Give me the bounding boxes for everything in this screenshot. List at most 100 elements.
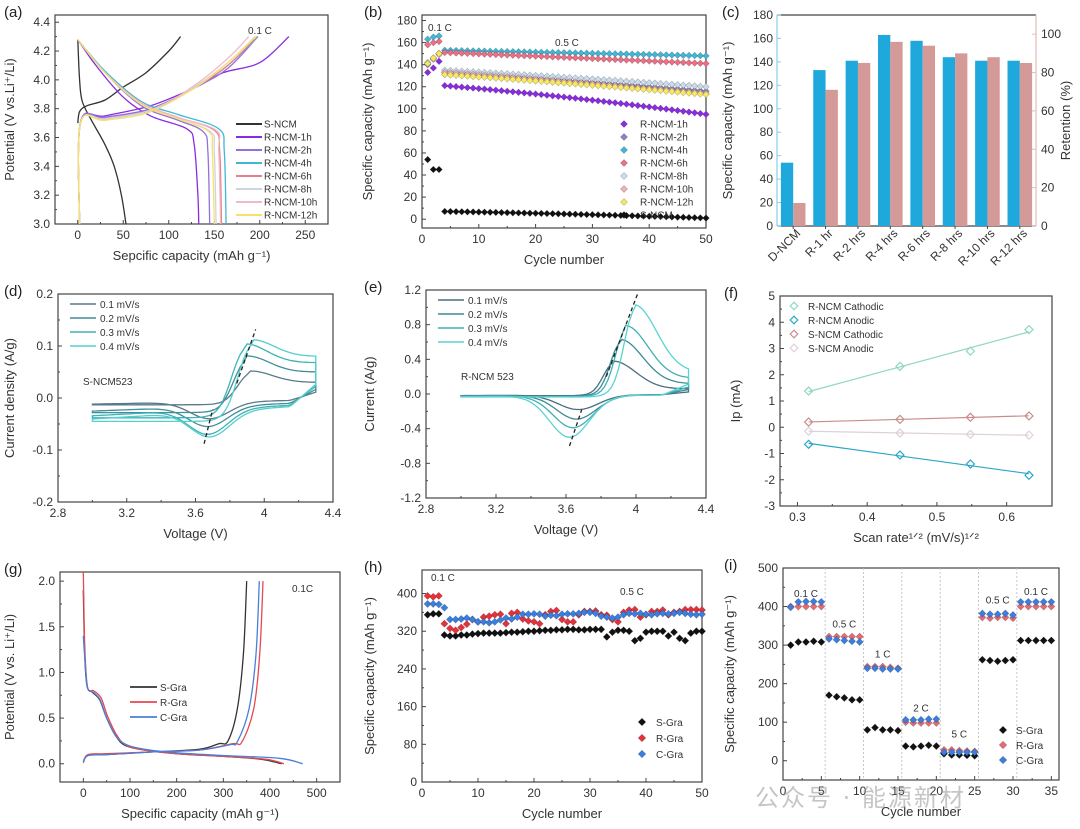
data-point-C-Gra — [462, 614, 471, 623]
data-point-S-NCM — [514, 209, 523, 217]
series-line-R-NCM-12h-discharge — [77, 39, 215, 225]
data-point-R-Gra — [613, 617, 623, 626]
bar-retention-R-2 hrs — [857, 62, 871, 226]
legend-label: S-Gra — [656, 718, 683, 729]
fit-line-R-NCM Anodic — [808, 442, 1030, 475]
bar-retention-R-4 hrs — [890, 41, 903, 226]
data-point-S-Gra — [580, 625, 589, 634]
data-point-R-NCM-6h — [503, 51, 511, 59]
data-point-R-NCM-12h — [668, 87, 676, 96]
data-point-R-NCM-6h — [588, 54, 597, 63]
data-point-S-Gra — [613, 626, 623, 635]
x-tick-label: 3.6 — [187, 506, 204, 520]
legend-label: C-Gra — [160, 713, 188, 724]
data-point-R-Gra — [569, 617, 578, 626]
data-point-C-Gra — [513, 613, 522, 622]
data-point-C-Gra — [794, 597, 803, 606]
data-point-C-Gra — [909, 715, 918, 724]
data-point-S-Gra — [569, 625, 578, 634]
legend-marker — [620, 185, 628, 193]
legend-label: 0.1 mV/s — [468, 296, 507, 307]
y-tick-label: 0.1 — [36, 339, 53, 353]
data-point-R-NCM-4h — [656, 51, 665, 59]
data-point-R-NCM-12h — [509, 75, 517, 84]
data-point-R-NCM-12h — [554, 78, 563, 87]
x-tick-label: 3.6 — [558, 502, 575, 516]
data-point-R-Gra — [451, 626, 460, 635]
data-point-C-Gra — [653, 609, 662, 618]
data-point-R-Gra — [501, 619, 511, 628]
data-point-C-Gra — [468, 615, 477, 624]
data-point-R-NCM-1h — [435, 57, 443, 66]
data-point-S-Gra — [932, 742, 941, 751]
data-point-R-Gra — [557, 615, 567, 624]
data-point-C-Gra — [664, 609, 673, 618]
y-axis-title: Specific capacity (mAh g⁻¹) — [360, 43, 375, 201]
legend-label: 0.3 mV/s — [100, 328, 139, 339]
fit-line-S-NCM Cathodic — [808, 415, 1030, 423]
y-tick-label: 0 — [766, 219, 773, 233]
data-point-S-Gra — [1008, 655, 1018, 664]
data-point-R-NCM-1h — [526, 89, 534, 98]
data-point-R-NCM Cathodic — [1024, 324, 1034, 335]
data-point-R-NCM-4h — [673, 51, 682, 59]
panel-g: 0 100 200 300 400 500 0.0 0.5 1.0 1.5 2.0 Specific … — [0, 550, 360, 829]
panel-e: 2.8 3.2 3.6 4 4.4 -1.2 -0.8 -0.4 0.0 0.4 0.8 1.2 Vol… — [360, 270, 720, 550]
y2-tick-label: 100 — [1041, 27, 1061, 41]
peak-shift-trend-line — [605, 293, 639, 377]
data-point-S-Gra — [985, 656, 995, 665]
bar-retention-R-1 hr — [825, 89, 838, 227]
data-point-C-Gra — [535, 610, 544, 619]
data-point-R-NCM-1h — [611, 99, 619, 107]
data-point-S-NCM — [446, 207, 455, 216]
data-point-R-NCM-6h — [463, 49, 472, 58]
data-point-R-NCM-12h — [656, 86, 665, 95]
data-point-C-Gra — [1039, 597, 1048, 606]
y-tick-label: 160 — [753, 31, 773, 45]
legend-label: C-Gra — [1016, 756, 1044, 767]
y-tick-label: 0 — [410, 775, 417, 789]
data-point-S-NCM — [679, 213, 688, 222]
data-point-C-Gra — [440, 603, 449, 612]
legend-marker — [789, 301, 799, 311]
x-tick-label: 100 — [159, 228, 179, 242]
bar-capacity-R-10 hrs — [975, 60, 988, 226]
y-tick-label: 180 — [753, 8, 773, 22]
data-point-S-Gra — [485, 629, 494, 638]
y-tick-label: 1.0 — [38, 665, 55, 679]
data-point-R-NCM-1h — [594, 97, 602, 105]
x-tick-label: 10 — [472, 232, 486, 246]
data-point-S-Gra — [686, 629, 695, 638]
chart-b-cycling: 0 10 20 30 40 50 0 20 40 60 80 100 120 140 160 180 Cycle… — [360, 4, 713, 267]
x-tick-label: 0 — [80, 786, 87, 800]
data-point-S-NCM Anodic — [965, 429, 976, 440]
cv-curve-0.1 mV/s — [91, 370, 317, 420]
data-point-C-Gra — [597, 612, 606, 621]
data-point-S-Gra — [647, 627, 656, 636]
y-tick-label: 4 — [768, 315, 775, 329]
data-point-R-Gra — [524, 616, 533, 625]
x-tick-label: 200 — [167, 786, 187, 800]
data-point-S-Gra — [786, 641, 795, 650]
data-point-R-Gra — [801, 602, 811, 611]
data-point-R-Gra — [978, 613, 987, 622]
data-point-R-NCM-6h — [514, 51, 523, 60]
data-point-R-Gra — [462, 620, 471, 629]
data-point-S-NCM — [429, 165, 438, 174]
data-point-C-Gra — [692, 610, 701, 619]
data-point-S-Gra — [681, 636, 690, 645]
data-point-C-Gra — [563, 609, 572, 618]
data-point-C-Gra — [916, 715, 926, 724]
data-point-C-Gra — [847, 637, 857, 646]
data-point-R-NCM-6h — [531, 52, 540, 60]
series-line-R-NCM-1h-charge — [77, 36, 290, 225]
data-point-R-NCM-12h — [503, 75, 511, 83]
data-point-S-NCM — [605, 211, 614, 219]
data-point-R-NCM-1h — [588, 96, 597, 104]
data-point-S-Gra — [653, 627, 662, 636]
data-point-S-NCM — [486, 208, 494, 217]
cv-curve-0.2 mV/s — [91, 355, 317, 428]
data-point-S-NCM — [543, 209, 551, 218]
series-line-R-Gra-lithiation — [82, 571, 285, 765]
data-point-R-NCM-6h — [526, 52, 534, 60]
